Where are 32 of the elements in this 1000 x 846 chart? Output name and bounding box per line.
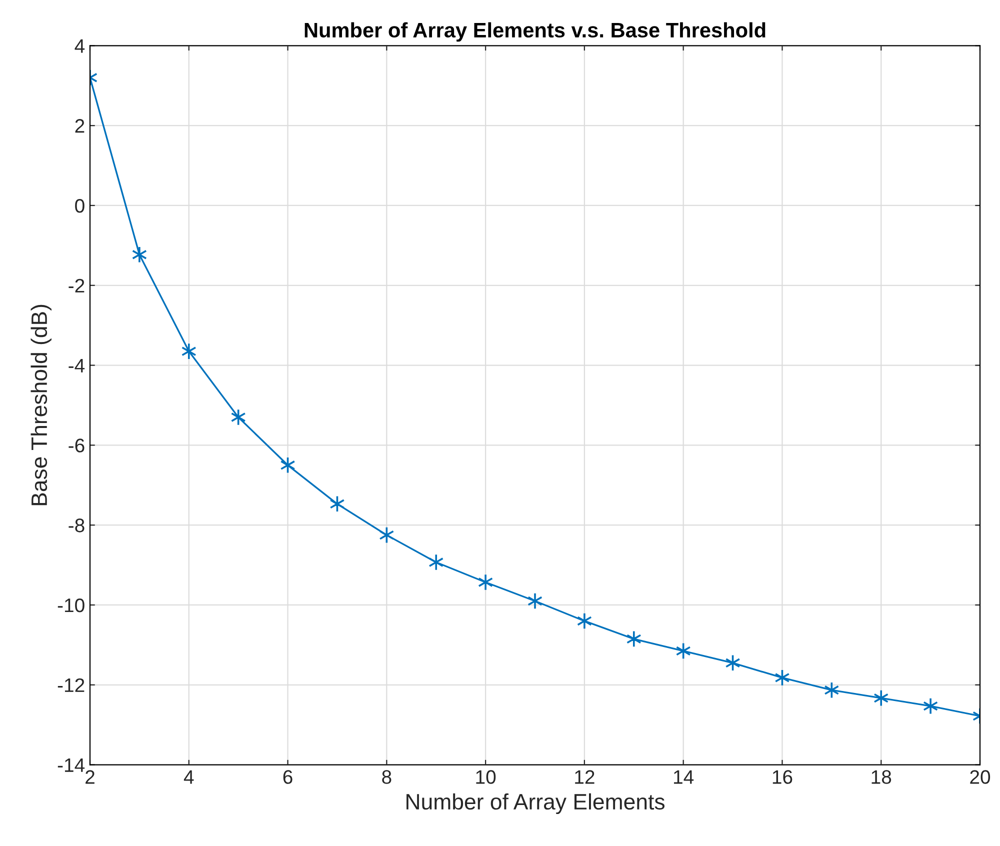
- y-tick-label: -2: [68, 278, 84, 292]
- y-tick-label: -10: [58, 598, 84, 612]
- point: [923, 698, 938, 715]
- x-tick-label: 14: [674, 770, 694, 784]
- x-tick-label: 20: [970, 770, 990, 784]
- y-tick-label: 2: [75, 119, 84, 133]
- y-tick-label: -12: [58, 678, 84, 692]
- point: [181, 342, 196, 360]
- y-tick-label: 0: [75, 198, 84, 213]
- x-tick-label: 12: [575, 770, 594, 784]
- x-tick-label: 18: [872, 770, 892, 784]
- x-axis-title: Number of Array Elements: [406, 793, 664, 814]
- point: [626, 630, 642, 648]
- x-tick-label: 8: [382, 770, 392, 784]
- y-tick-label: -4: [68, 358, 85, 372]
- point: [527, 592, 543, 610]
- x-tick-label: 10: [476, 770, 496, 784]
- point: [428, 554, 444, 571]
- point: [874, 690, 889, 707]
- x-tick-label: 16: [772, 770, 792, 784]
- point: [576, 612, 592, 630]
- point: [478, 574, 494, 591]
- y-tick-label: -14: [58, 758, 85, 772]
- chart-title: Number of Array Elements v.s. Base Threshold: [304, 22, 766, 42]
- y-tick-label: -6: [68, 438, 84, 452]
- point: [132, 246, 147, 264]
- x-tick-label: 2: [86, 770, 94, 784]
- y-axis-title: Base Threshold (dB): [30, 304, 52, 506]
- x-tick-label: 4: [184, 770, 194, 784]
- y-tick-label: -8: [68, 518, 84, 532]
- x-tick-label: 6: [283, 770, 292, 784]
- y-tick-label: 4: [74, 39, 85, 53]
